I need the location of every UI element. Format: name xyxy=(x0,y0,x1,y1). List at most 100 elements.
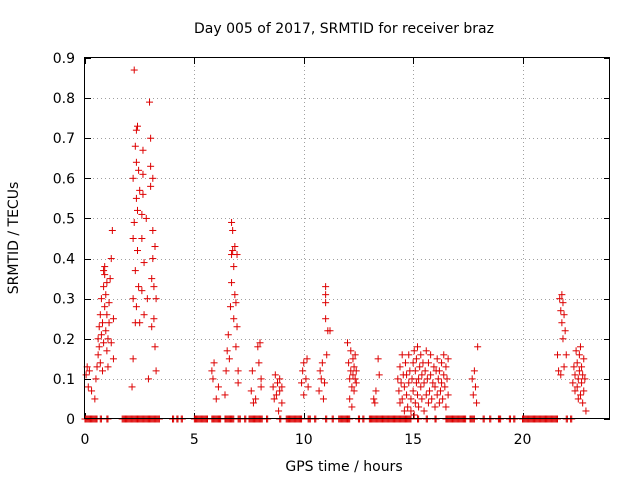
data-point xyxy=(209,375,217,383)
y-tick-labels: 0 0.1 0.2 0.3 0.4 0.5 0.6 0.7 0.8 0.9 xyxy=(53,51,75,428)
data-point xyxy=(231,291,239,299)
data-point xyxy=(228,279,236,287)
data-point xyxy=(580,387,588,395)
data-point xyxy=(223,347,231,355)
data-point xyxy=(135,283,143,291)
data-point xyxy=(275,407,283,415)
data-point xyxy=(221,391,229,399)
data-point xyxy=(299,367,307,375)
data-point xyxy=(400,383,408,391)
data-point xyxy=(107,255,115,263)
data-point xyxy=(427,351,435,359)
data-point xyxy=(103,279,111,287)
data-point xyxy=(575,367,583,375)
data-point xyxy=(469,391,477,399)
data-point xyxy=(442,363,450,371)
data-point xyxy=(430,363,438,371)
data-point xyxy=(100,339,108,347)
data-point xyxy=(427,371,435,379)
y-axis-label: SRMTID / TECUs xyxy=(6,182,22,295)
data-point xyxy=(222,367,230,375)
data-point xyxy=(326,327,334,335)
data-point xyxy=(232,343,240,351)
data-point xyxy=(400,407,408,415)
data-point xyxy=(418,395,426,403)
data-point xyxy=(225,355,233,363)
data-point xyxy=(321,379,329,387)
data-point xyxy=(350,363,358,371)
y-tick-label: 0.4 xyxy=(53,252,75,268)
x-tick-label: 5 xyxy=(190,432,199,448)
data-point xyxy=(370,395,378,403)
data-point xyxy=(99,367,106,375)
data-point xyxy=(561,327,569,335)
data-point xyxy=(93,363,101,371)
data-point xyxy=(576,343,584,351)
data-point xyxy=(473,399,481,407)
data-point xyxy=(575,351,583,359)
data-point xyxy=(149,226,157,234)
data-point xyxy=(557,371,565,379)
data-point xyxy=(439,395,447,403)
data-point xyxy=(316,367,324,375)
data-point xyxy=(431,403,439,411)
data-point xyxy=(104,363,112,371)
data-point xyxy=(417,351,425,359)
chart-title: Day 005 of 2017, SRMTID for receiver bra… xyxy=(194,21,494,37)
data-point xyxy=(444,391,452,399)
data-point xyxy=(131,142,139,150)
data-point xyxy=(401,359,409,367)
data-point xyxy=(138,235,146,242)
data-point xyxy=(405,351,413,359)
data-point xyxy=(143,295,151,303)
data-point xyxy=(276,387,284,395)
data-point xyxy=(404,403,412,411)
data-point xyxy=(85,367,93,375)
data-point xyxy=(269,383,277,391)
data-point xyxy=(409,387,417,395)
data-point xyxy=(255,359,263,367)
data-point xyxy=(94,335,102,343)
data-point xyxy=(228,218,236,226)
data-point xyxy=(252,395,260,403)
data-point xyxy=(234,367,242,375)
data-point xyxy=(433,391,441,399)
data-point xyxy=(102,291,110,299)
data-point xyxy=(319,395,327,403)
data-point xyxy=(278,399,286,407)
data-point xyxy=(152,367,160,375)
data-point xyxy=(322,283,330,291)
data-point xyxy=(129,355,137,363)
data-point xyxy=(128,383,136,391)
data-point xyxy=(468,375,476,383)
data-point xyxy=(271,371,279,379)
data-point xyxy=(256,339,264,347)
data-point xyxy=(149,255,157,263)
data-point xyxy=(147,162,155,170)
data-point xyxy=(140,311,148,319)
data-point xyxy=(412,355,420,363)
data-point xyxy=(579,399,587,407)
y-tick-label: 0.3 xyxy=(53,292,75,308)
data-point xyxy=(249,399,257,407)
data-point xyxy=(408,375,416,383)
data-point xyxy=(443,375,451,383)
data-point xyxy=(554,351,561,359)
data-point xyxy=(422,347,430,355)
data-point xyxy=(139,146,147,154)
data-point xyxy=(582,407,590,415)
y-tick-label: 0.1 xyxy=(53,372,75,388)
y-tick-label: 0.6 xyxy=(53,171,75,187)
data-point xyxy=(129,295,137,303)
y-tick-label: 0.5 xyxy=(53,211,75,227)
data-point xyxy=(109,355,117,363)
data-point xyxy=(224,331,232,339)
x-tick-label: 0 xyxy=(81,432,90,448)
data-point xyxy=(100,267,108,275)
data-point xyxy=(398,351,406,359)
data-point xyxy=(371,399,379,407)
data-point xyxy=(352,379,360,387)
data-point xyxy=(278,383,286,391)
data-point xyxy=(421,367,429,375)
data-point xyxy=(214,383,222,391)
